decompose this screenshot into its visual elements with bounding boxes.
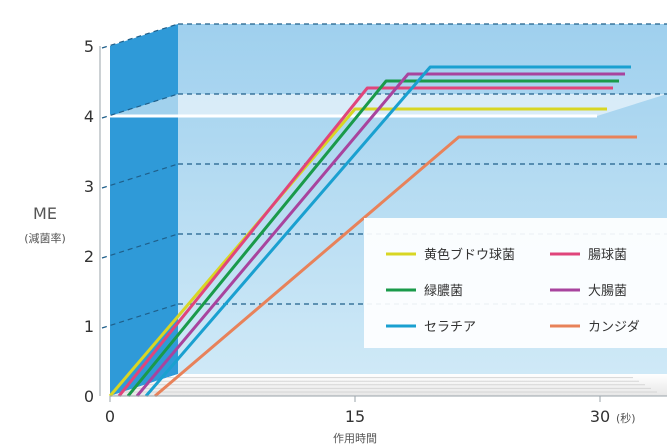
- series-line: [154, 135, 637, 398]
- y-tick-label: 2: [84, 247, 94, 266]
- y-axis-sublabel: (減菌率): [24, 231, 66, 245]
- legend-label: 黄色ブドウ球菌: [424, 247, 515, 263]
- legend-label: セラチア: [424, 320, 476, 335]
- legend-label: 腸球菌: [588, 248, 627, 263]
- left-wall: [110, 24, 178, 396]
- grid-line-side: [101, 303, 179, 329]
- y-tick-label: 5: [84, 37, 94, 56]
- series-line: [144, 65, 631, 397]
- y-axis-label: ME: [33, 204, 57, 223]
- y-tick-label: 4: [84, 107, 94, 126]
- legend-label: 緑膿菌: [424, 284, 463, 299]
- y-tick-label: 1: [84, 317, 94, 336]
- grid-line-side: [101, 233, 179, 259]
- series-line: [108, 107, 607, 397]
- grid-line-side: [101, 23, 179, 49]
- y-tick-label: 3: [84, 177, 94, 196]
- series-line: [135, 72, 625, 397]
- x-tick-label: 30: [590, 407, 610, 426]
- y-tick-label: 0: [84, 387, 94, 406]
- legend-label: 大腸菌: [588, 284, 627, 299]
- x-unit-label: (秒): [616, 411, 636, 425]
- series-line: [117, 86, 613, 397]
- legend-label: カンジダ: [588, 320, 640, 335]
- x-tick-label: 15: [345, 407, 365, 426]
- x-axis-label: 作用時間: [333, 432, 377, 445]
- series-line: [126, 79, 619, 397]
- grid-line-side: [101, 163, 179, 189]
- x-tick-label: 0: [105, 407, 115, 426]
- grid-line-side: [101, 93, 179, 119]
